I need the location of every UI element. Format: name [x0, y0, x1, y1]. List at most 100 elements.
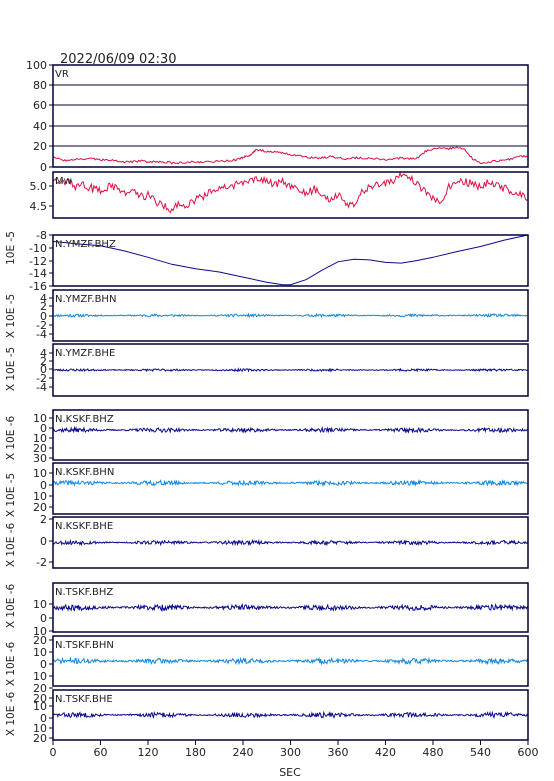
y-tick-label: 20 [33, 140, 47, 153]
y-tick-label: 0 [40, 612, 47, 625]
y-tick-label: 10 [33, 412, 47, 425]
y-tick-label: 0 [40, 363, 47, 376]
y-unit-label: X 10E -6 [5, 416, 17, 461]
y-tick-label: 10 [33, 625, 47, 638]
y-tick-label: 20 [33, 501, 47, 514]
y-tick-label: 2 [40, 513, 47, 526]
y-axis-unit-labels: 10E -5 X 10E -5 X 10E -5 X 10E -6 X 10E -5 X … [5, 231, 17, 736]
x-tick-label: 120 [138, 746, 159, 759]
y-unit-label: 10E -5 [5, 231, 17, 265]
panel-frame [52, 409, 529, 461]
panel-frame [52, 171, 529, 219]
x-tick-label: 180 [185, 746, 206, 759]
trace-line [52, 234, 529, 286]
x-tick-label: 300 [280, 746, 301, 759]
y-tick-label: -16 [29, 280, 47, 293]
x-tick-label: 360 [328, 746, 349, 759]
x-tick-label: 420 [375, 746, 396, 759]
y-tick-label: 10 [33, 490, 47, 503]
y-tick-label: 10 [33, 467, 47, 480]
panel-frame [52, 516, 529, 569]
y-tick-label: -2 [36, 556, 47, 569]
y-tick-label: -2 [36, 372, 47, 385]
y-tick-label: 20 [33, 442, 47, 455]
chart-title: 2022/06/09 02:30 [60, 52, 177, 67]
y-tick-label: 4 [40, 292, 47, 305]
panel-frame [52, 289, 529, 342]
y-tick-label: 0 [40, 479, 47, 492]
x-axis-label: SEC [279, 766, 301, 779]
y-tick-label: 2 [40, 300, 47, 313]
panel-label: N.TSKF.BHE [55, 694, 113, 705]
y-unit-label: X 10E -6 [5, 584, 17, 629]
y-tick-label: 20 [33, 682, 47, 695]
trace-line [52, 171, 529, 214]
y-unit-label: X 10E -5 [5, 294, 17, 338]
panel-label: N.KSKF.BHE [55, 521, 113, 532]
y-unit-label: X 10E -6 [5, 523, 17, 568]
y-tick-label: -14 [29, 267, 47, 280]
y-tick-label: 2 [40, 355, 47, 368]
x-tick-label: 60 [94, 746, 108, 759]
panel-label: N.YMZF.BHN [55, 294, 116, 305]
y-tick-label: -12 [29, 255, 47, 268]
y-unit-label: X 10E -6 [5, 692, 17, 737]
panel-frame [52, 635, 529, 687]
panel-label: N.YMZF.BHZ [55, 239, 116, 250]
panel-n-ymzf-bhz: -8-10-12-14-16 N.YMZF.BHZ [29, 229, 529, 293]
panel-label: N.YMZF.BHE [55, 348, 115, 359]
panel-label: N.TSKF.BHN [55, 640, 114, 651]
y-tick-label: 0 [40, 658, 47, 671]
y-tick-label: 0 [40, 310, 47, 323]
y-tick-label: -4 [36, 328, 47, 341]
y-unit-label: X 10E -5 [5, 347, 17, 391]
panel-label: N.KSKF.BHZ [55, 414, 114, 425]
y-tick-label: -8 [36, 229, 47, 242]
y-tick-label: 0 [40, 712, 47, 725]
x-tick-label: 0 [50, 746, 57, 759]
y-tick-label: -10 [29, 242, 47, 255]
y-tick-label: 20 [33, 692, 47, 705]
panel-n-ymzf-bhe: 420-2-4 N.YMZF.BHE [36, 343, 529, 397]
y-tick-label: 10 [33, 722, 47, 735]
panel-frame [52, 234, 529, 287]
y-tick-label: 10 [33, 598, 47, 611]
panel-mw: 5.0 4.5 Mw [30, 171, 529, 219]
trace-line [52, 603, 529, 612]
trace-line [52, 312, 529, 319]
y-unit-label: X 10E -5 [5, 473, 17, 517]
panel-n-ymzf-bhn: 420-2-4 N.YMZF.BHN [36, 289, 529, 342]
panel-frame [52, 462, 529, 515]
y-tick-label: 4 [40, 347, 47, 360]
y-tick-label: -4 [36, 381, 47, 394]
panel-frame [52, 343, 529, 397]
y-tick-label: 0 [40, 535, 47, 548]
panel-group: 100806040200VR5.04.5Mw-8-10-12-14-16N.YM… [26, 59, 529, 745]
y-tick-label: 20 [33, 634, 47, 647]
x-tick-label: 480 [423, 746, 444, 759]
trace-line [52, 538, 529, 547]
panel-n-kskf-bhe: 2 0 -2 N.KSKF.BHE [36, 513, 529, 569]
x-tick-label: 540 [470, 746, 491, 759]
y-tick-label: 100 [26, 59, 47, 72]
trace-line [52, 425, 529, 434]
y-tick-label: 4.5 [30, 200, 48, 213]
y-tick-label: 80 [33, 79, 47, 92]
y-unit-label: X 10E -6 [5, 642, 17, 687]
panel-label: N.TSKF.BHZ [55, 587, 113, 598]
x-axis: 0 60 120 180 240 300 360 420 480 540 600 [50, 740, 539, 759]
panel-frame [52, 64, 529, 168]
y-tick-label: 60 [33, 99, 47, 112]
trace-line [52, 478, 529, 488]
y-tick-label: 10 [33, 670, 47, 683]
y-tick-label: 10 [33, 646, 47, 659]
panel-label: Mw [55, 176, 72, 187]
y-tick-label: 20 [33, 732, 47, 745]
trace-line [52, 710, 529, 719]
